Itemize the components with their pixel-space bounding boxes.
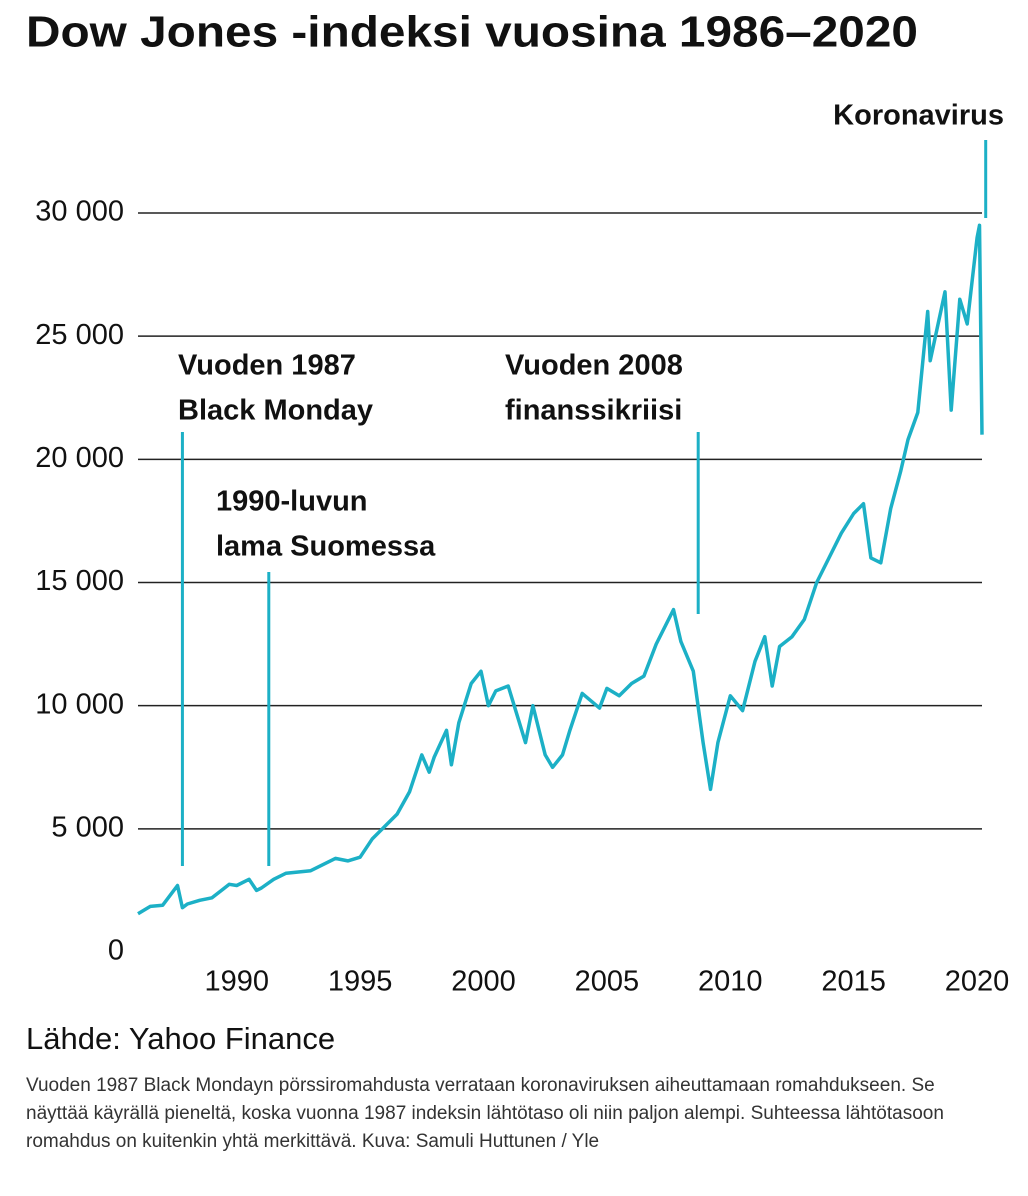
annotation-text: 1990-luvun bbox=[216, 486, 368, 518]
y-tick-label: 15 000 bbox=[35, 565, 124, 597]
annotation-text: Black Monday bbox=[178, 395, 373, 427]
y-tick-label: 10 000 bbox=[35, 688, 124, 720]
x-tick-label: 2020 bbox=[945, 966, 1010, 998]
annotation-text: finanssikriisi bbox=[505, 395, 682, 427]
x-tick-label: 2010 bbox=[698, 966, 763, 998]
y-tick-label: 5 000 bbox=[51, 811, 124, 843]
chart-title: Dow Jones -indeksi vuosina 1986–2020 bbox=[26, 8, 918, 57]
data-line bbox=[137, 223, 984, 916]
x-tick-label: 1995 bbox=[328, 966, 393, 998]
y-tick-label: 25 000 bbox=[35, 319, 124, 351]
caption: Vuoden 1987 Black Mondayn pörssiromahdus… bbox=[26, 1075, 944, 1152]
source: Lähde: Yahoo Finance bbox=[26, 1021, 335, 1056]
y-tick-label: 30 000 bbox=[35, 196, 124, 228]
x-tick-label: 2015 bbox=[821, 966, 886, 998]
x-tick-label: 2005 bbox=[575, 966, 640, 998]
y-tick-label: 20 000 bbox=[35, 442, 124, 474]
x-tick-label: 1990 bbox=[204, 966, 269, 998]
y-tick-label: 0 bbox=[108, 935, 124, 967]
x-tick-label: 2000 bbox=[451, 966, 516, 998]
annotation-text: Koronavirus bbox=[833, 100, 1004, 132]
annotation-text: Vuoden 1987 bbox=[178, 350, 356, 382]
chart: Dow Jones -indeksi vuosina 1986–2020 Läh… bbox=[26, 8, 1010, 1057]
annotation-text: lama Suomessa bbox=[216, 531, 436, 563]
annotation-text: Vuoden 2008 bbox=[505, 350, 683, 382]
